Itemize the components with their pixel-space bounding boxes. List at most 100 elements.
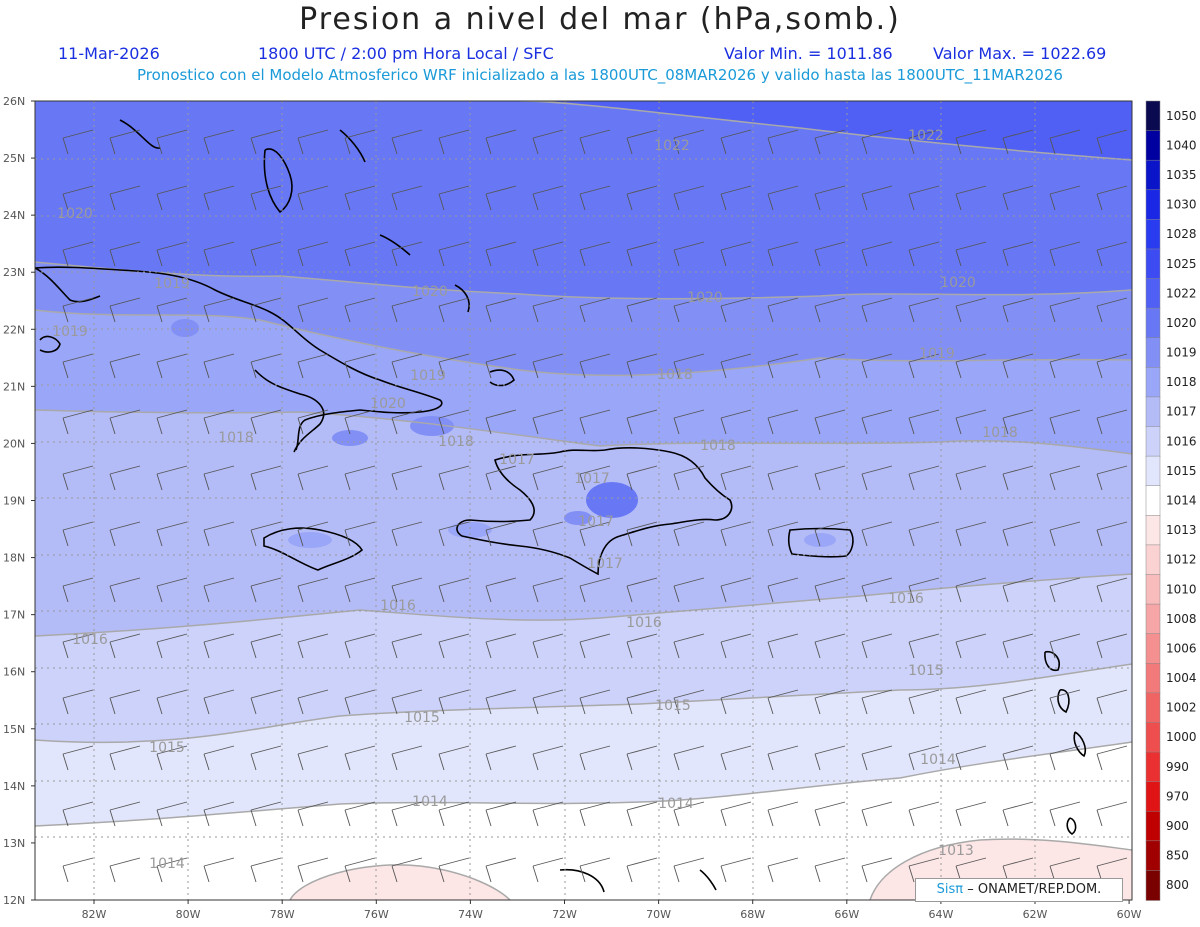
wind-barb xyxy=(908,409,940,435)
wind-barb xyxy=(673,801,705,827)
wind-barb xyxy=(579,857,611,883)
wind-barb xyxy=(391,241,423,267)
wind-barb xyxy=(297,521,329,547)
lat-label: 21N xyxy=(3,380,25,393)
wind-barb xyxy=(1096,633,1128,659)
wind-barb xyxy=(344,577,376,603)
wind-barb xyxy=(626,185,658,211)
isobar-label: 1022 xyxy=(654,138,690,154)
wind-barb xyxy=(438,521,470,547)
colorbar-label: 1020 xyxy=(1166,316,1197,330)
wind-barb xyxy=(908,689,940,715)
wind-barb xyxy=(673,745,705,771)
wind-barb xyxy=(250,521,282,547)
lat-label: 22N xyxy=(3,323,25,336)
time-label: 1800 UTC / 2:00 pm Hora Local / SFC xyxy=(258,44,554,63)
wind-barb xyxy=(344,353,376,379)
wind-barb xyxy=(250,633,282,659)
lat-label: 25N xyxy=(3,152,25,165)
wind-barb xyxy=(814,129,846,155)
colorbar-swatch xyxy=(1145,692,1161,724)
latitude-labels: 26N 25N 24N 23N 22N 21N 20N 19N 18N 17N 16N 15N 14N 1… xyxy=(3,95,35,907)
wind-barb xyxy=(532,521,564,547)
lat-label: 12N xyxy=(3,894,25,907)
isobar-label: 1016 xyxy=(380,598,416,614)
colorbar-swatch xyxy=(1145,100,1161,132)
lat-label: 23N xyxy=(3,266,25,279)
colorbar-swatch xyxy=(1145,663,1161,694)
wind-barb xyxy=(109,521,141,547)
wind-barb xyxy=(344,857,376,883)
wind-barb xyxy=(297,857,329,883)
lon-label: 62W xyxy=(1023,908,1048,921)
wind-barb xyxy=(297,297,329,323)
wind-barb xyxy=(767,745,799,771)
wind-barb xyxy=(297,185,329,211)
wind-barb xyxy=(438,857,470,883)
wind-barb xyxy=(861,409,893,435)
wind-barb xyxy=(485,857,517,883)
colorbar-swatch xyxy=(1145,574,1161,605)
colorbar-label: 1018 xyxy=(1166,375,1197,389)
colorbar-swatch xyxy=(1145,130,1161,161)
wind-barb xyxy=(861,745,893,771)
wind-barb xyxy=(438,577,470,603)
wind-barb xyxy=(767,465,799,491)
wind-barb xyxy=(62,857,94,883)
wind-barb xyxy=(1049,745,1081,771)
colorbar-swatch xyxy=(1145,603,1161,635)
wind-barb xyxy=(1049,129,1081,155)
wind-barb xyxy=(203,353,235,379)
max-value-label: Valor Max. = 1022.69 xyxy=(933,44,1107,63)
isobar-label: 1016 xyxy=(626,615,662,631)
wind-barb xyxy=(1002,745,1034,771)
colorbar-swatch xyxy=(1145,485,1161,517)
wind-barb xyxy=(861,185,893,211)
wind-barb xyxy=(955,241,987,267)
colorbar-label: 1019 xyxy=(1166,346,1197,360)
wind-barb xyxy=(156,129,188,155)
wind-barb xyxy=(767,353,799,379)
wind-barb xyxy=(485,129,517,155)
wind-barb xyxy=(391,521,423,547)
credit-text: – ONAMET/REP.DOM. xyxy=(967,882,1102,897)
colorbar-swatch xyxy=(1145,248,1161,280)
wind-barb xyxy=(908,353,940,379)
wind-barb xyxy=(62,353,94,379)
wind-barb xyxy=(626,577,658,603)
colorbar-label: 900 xyxy=(1166,819,1189,833)
wind-barb xyxy=(908,241,940,267)
wind-barb xyxy=(861,633,893,659)
wind-barb xyxy=(720,409,752,435)
wind-barb xyxy=(203,297,235,323)
isobar-label: 1018 xyxy=(657,367,693,383)
wind-barb xyxy=(1096,465,1128,491)
wind-barb xyxy=(203,521,235,547)
isobar-label: 1015 xyxy=(908,663,944,679)
wind-barb xyxy=(532,745,564,771)
colorbar-swatch xyxy=(1145,307,1161,339)
wind-barb xyxy=(955,129,987,155)
wind-barb xyxy=(767,633,799,659)
wind-barb xyxy=(297,577,329,603)
wind-barb xyxy=(1049,633,1081,659)
wind-barb xyxy=(626,241,658,267)
wind-barb xyxy=(673,633,705,659)
wind-barb xyxy=(1096,745,1128,771)
wind-barb xyxy=(673,409,705,435)
colorbar-swatch xyxy=(1145,870,1161,901)
isobar-label: 1016 xyxy=(888,591,924,607)
wind-barb xyxy=(250,465,282,491)
wind-barb xyxy=(156,745,188,771)
isobar-label: 1015 xyxy=(404,710,440,726)
wind-barb xyxy=(109,745,141,771)
wind-barb xyxy=(955,185,987,211)
isobar-label: 1018 xyxy=(218,430,254,446)
wind-barb xyxy=(62,689,94,715)
wind-barb xyxy=(1002,297,1034,323)
wind-barb xyxy=(203,465,235,491)
wind-barb xyxy=(344,129,376,155)
wind-barb xyxy=(814,745,846,771)
wind-barb xyxy=(955,745,987,771)
